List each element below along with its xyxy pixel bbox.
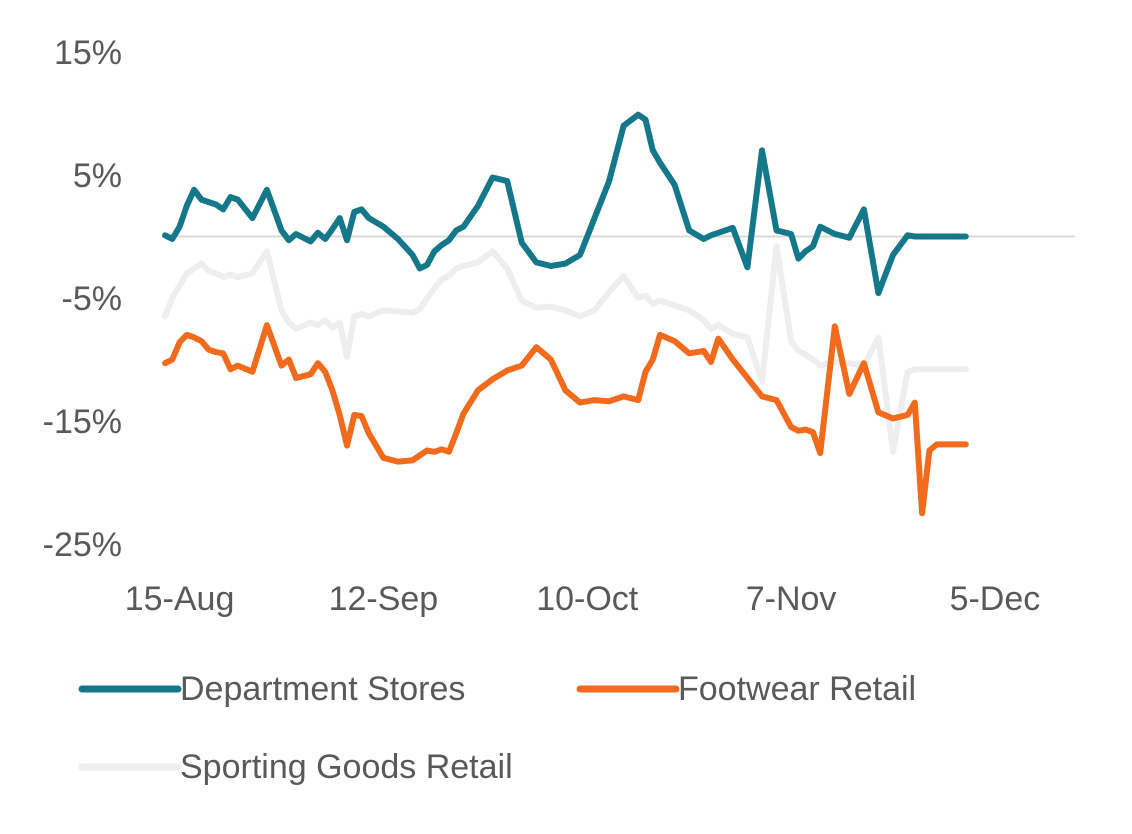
y-tick-label: -15% xyxy=(43,403,122,441)
series-lines xyxy=(162,111,969,517)
x-tick-label: 10-Oct xyxy=(536,580,639,618)
y-tick-label: -25% xyxy=(43,526,122,564)
legend-label: Sporting Goods Retail xyxy=(180,748,513,786)
series-line-department-stores xyxy=(162,111,969,297)
y-axis-ticks: 15% 5% -5% -15% -25% xyxy=(43,34,122,564)
x-axis-ticks: 15-Aug 12-Sep 10-Oct 7-Nov 5-Dec xyxy=(125,580,1041,618)
series-line-sporting-goods-retail xyxy=(162,243,969,455)
y-tick-label: -5% xyxy=(62,280,122,318)
series-line-footwear-retail xyxy=(162,322,969,517)
y-tick-label: 5% xyxy=(73,157,122,195)
y-tick-label: 15% xyxy=(54,34,122,72)
x-tick-label: 12-Sep xyxy=(329,580,439,618)
x-tick-label: 5-Dec xyxy=(950,580,1041,618)
legend: Department Stores Footwear Retail Sporting… xyxy=(78,670,916,786)
legend-label: Department Stores xyxy=(180,670,465,708)
x-tick-label: 7-Nov xyxy=(746,580,837,618)
x-tick-label: 15-Aug xyxy=(125,580,235,618)
legend-label: Footwear Retail xyxy=(678,670,916,708)
